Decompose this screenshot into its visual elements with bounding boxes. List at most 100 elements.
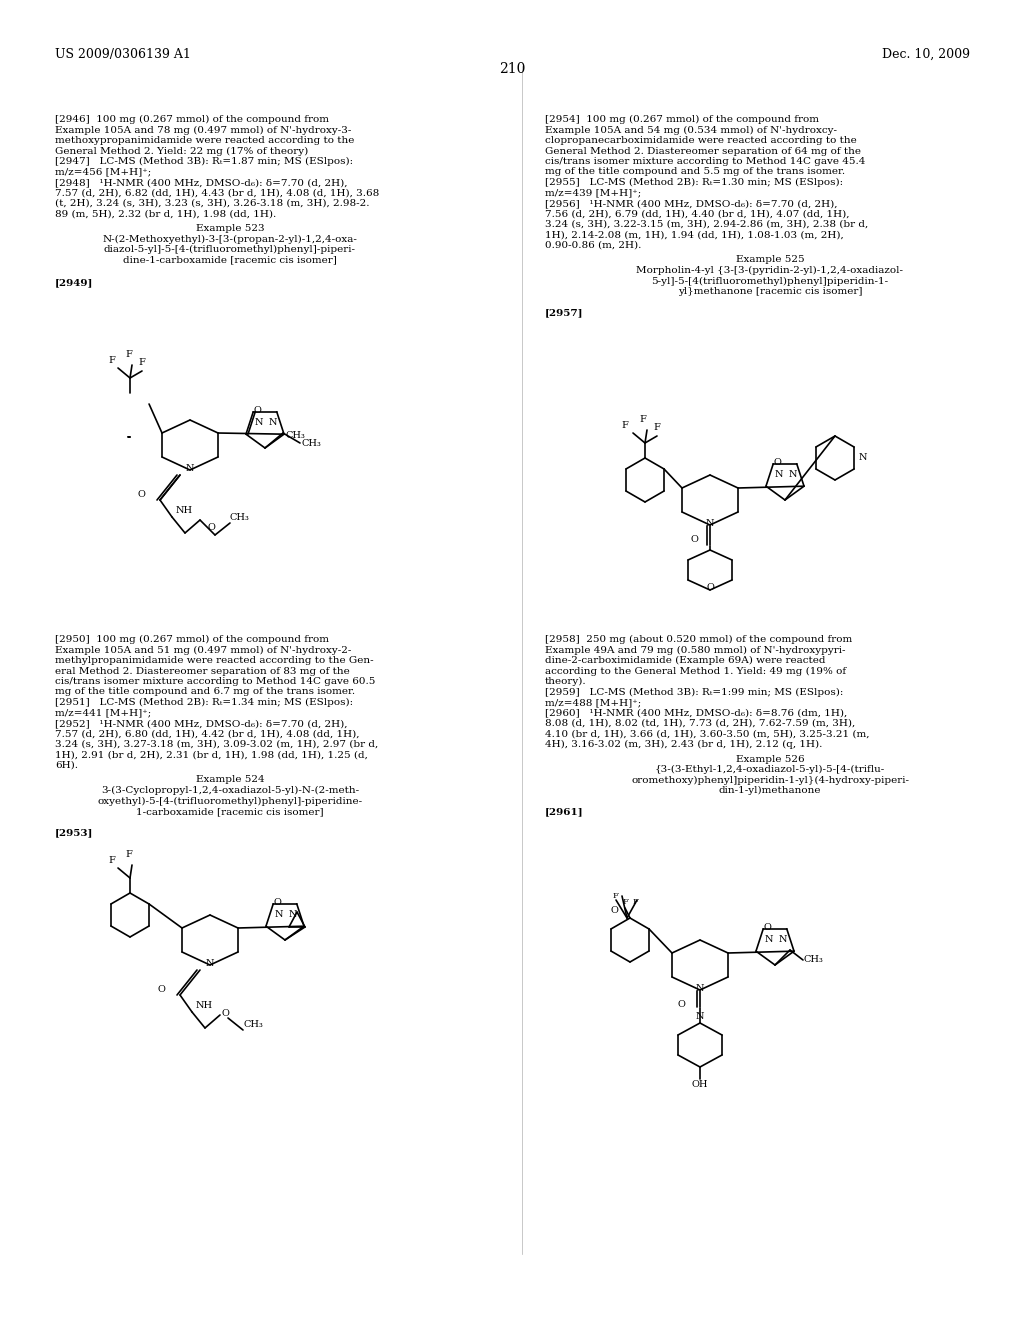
Text: din-1-yl)methanone: din-1-yl)methanone <box>719 785 821 795</box>
Text: N: N <box>706 519 715 528</box>
Text: [2956]   ¹H-NMR (400 MHz, DMSO-d₆): δ=7.70 (d, 2H),: [2956] ¹H-NMR (400 MHz, DMSO-d₆): δ=7.70… <box>545 199 838 209</box>
Text: NH: NH <box>176 506 194 515</box>
Text: 3-(3-Cyclopropyl-1,2,4-oxadiazol-5-yl)-N-(2-meth-: 3-(3-Cyclopropyl-1,2,4-oxadiazol-5-yl)-N… <box>101 785 359 795</box>
Text: 4H), 3.16-3.02 (m, 3H), 2.43 (br d, 1H), 2.12 (q, 1H).: 4H), 3.16-3.02 (m, 3H), 2.43 (br d, 1H),… <box>545 741 822 750</box>
Text: N: N <box>255 418 263 426</box>
Text: dine-1-carboxamide [racemic cis isomer]: dine-1-carboxamide [racemic cis isomer] <box>123 256 337 264</box>
Text: Example 525: Example 525 <box>735 256 804 264</box>
Text: dine-2-carboximidamide (Example 69A) were reacted: dine-2-carboximidamide (Example 69A) wer… <box>545 656 825 665</box>
Text: General Method 2. Diastereomer separation of 64 mg of the: General Method 2. Diastereomer separatio… <box>545 147 861 156</box>
Text: Example 105A and 51 mg (0.497 mmol) of N'-hydroxy-2-: Example 105A and 51 mg (0.497 mmol) of N… <box>55 645 351 655</box>
Text: Example 49A and 79 mg (0.580 mmol) of N'-hydroxypyri-: Example 49A and 79 mg (0.580 mmol) of N'… <box>545 645 846 655</box>
Text: O: O <box>610 906 618 915</box>
Text: Example 523: Example 523 <box>196 224 264 234</box>
Text: F: F <box>109 855 116 865</box>
Text: 7.57 (d, 2H), 6.82 (dd, 1H), 4.43 (br d, 1H), 4.08 (d, 1H), 3.68: 7.57 (d, 2H), 6.82 (dd, 1H), 4.43 (br d,… <box>55 189 379 198</box>
Text: CH₃: CH₃ <box>285 432 305 440</box>
Text: [2960]   ¹H-NMR (400 MHz, DMSO-d₆): δ=8.76 (dm, 1H),: [2960] ¹H-NMR (400 MHz, DMSO-d₆): δ=8.76… <box>545 709 847 718</box>
Text: O: O <box>707 583 714 591</box>
Text: Example 105A and 54 mg (0.534 mmol) of N'-hydroxcy-: Example 105A and 54 mg (0.534 mmol) of N… <box>545 125 837 135</box>
Text: 0.90-0.86 (m, 2H).: 0.90-0.86 (m, 2H). <box>545 242 641 249</box>
Text: eral Method 2. Diastereomer separation of 83 mg of the: eral Method 2. Diastereomer separation o… <box>55 667 350 676</box>
Text: F: F <box>632 898 638 906</box>
Text: [2951]   LC-MS (Method 2B): Rₜ=1.34 min; MS (ESlpos):: [2951] LC-MS (Method 2B): Rₜ=1.34 min; M… <box>55 698 353 708</box>
Text: cis/trans isomer mixture according to Method 14C gave 60.5: cis/trans isomer mixture according to Me… <box>55 677 376 686</box>
Text: 1H), 2.14-2.08 (m, 1H), 1.94 (dd, 1H), 1.08-1.03 (m, 2H),: 1H), 2.14-2.08 (m, 1H), 1.94 (dd, 1H), 1… <box>545 231 844 239</box>
Text: O: O <box>253 407 261 414</box>
Text: [2954]  100 mg (0.267 mmol) of the compound from: [2954] 100 mg (0.267 mmol) of the compou… <box>545 115 819 124</box>
Text: yl}methanone [racemic cis isomer]: yl}methanone [racemic cis isomer] <box>678 286 862 296</box>
Text: methoxypropanimidamide were reacted according to the: methoxypropanimidamide were reacted acco… <box>55 136 354 145</box>
Text: O: O <box>773 458 781 467</box>
Text: F: F <box>125 850 132 859</box>
Text: theory).: theory). <box>545 677 587 686</box>
Text: 1H), 2.91 (br d, 2H), 2.31 (br d, 1H), 1.98 (dd, 1H), 1.25 (d,: 1H), 2.91 (br d, 2H), 2.31 (br d, 1H), 1… <box>55 751 368 759</box>
Text: N: N <box>775 470 783 479</box>
Text: methylpropanimidamide were reacted according to the Gen-: methylpropanimidamide were reacted accor… <box>55 656 374 665</box>
Text: NH: NH <box>196 1001 213 1010</box>
Text: N: N <box>185 465 195 473</box>
Text: CH₃: CH₃ <box>243 1020 263 1030</box>
Text: 210: 210 <box>499 62 525 77</box>
Text: O: O <box>221 1008 229 1018</box>
Text: F: F <box>622 898 628 906</box>
Text: N: N <box>695 983 705 993</box>
Text: [2957]: [2957] <box>545 308 584 317</box>
Text: US 2009/0306139 A1: US 2009/0306139 A1 <box>55 48 190 61</box>
Text: F: F <box>612 892 617 900</box>
Text: 7.57 (d, 2H), 6.80 (dd, 1H), 4.42 (br d, 1H), 4.08 (dd, 1H),: 7.57 (d, 2H), 6.80 (dd, 1H), 4.42 (br d,… <box>55 730 359 738</box>
Text: CH₃: CH₃ <box>804 954 824 964</box>
Text: 1-carboxamide [racemic cis isomer]: 1-carboxamide [racemic cis isomer] <box>136 807 324 816</box>
Text: [2953]: [2953] <box>55 828 93 837</box>
Text: [2955]   LC-MS (Method 2B): Rₜ=1.30 min; MS (ESlpos):: [2955] LC-MS (Method 2B): Rₜ=1.30 min; M… <box>545 178 843 187</box>
Text: N: N <box>289 909 297 919</box>
Text: F: F <box>653 422 659 432</box>
Text: oxyethyl)-5-[4-(trifluoromethyl)phenyl]-piperidine-: oxyethyl)-5-[4-(trifluoromethyl)phenyl]-… <box>97 796 362 805</box>
Text: O: O <box>137 490 145 499</box>
Text: O: O <box>763 923 771 932</box>
Text: [2958]  250 mg (about 0.520 mmol) of the compound from: [2958] 250 mg (about 0.520 mmol) of the … <box>545 635 852 644</box>
Text: 7.56 (d, 2H), 6.79 (dd, 1H), 4.40 (br d, 1H), 4.07 (dd, 1H),: 7.56 (d, 2H), 6.79 (dd, 1H), 4.40 (br d,… <box>545 210 850 219</box>
Text: N: N <box>268 418 278 426</box>
Text: O: O <box>157 985 165 994</box>
Text: 6H).: 6H). <box>55 762 78 770</box>
Text: F: F <box>138 358 144 367</box>
Text: N: N <box>859 454 867 462</box>
Text: N: N <box>274 909 284 919</box>
Text: oromethoxy)phenyl]piperidin-1-yl}(4-hydroxy-piperi-: oromethoxy)phenyl]piperidin-1-yl}(4-hydr… <box>631 776 909 784</box>
Text: 89 (m, 5H), 2.32 (br d, 1H), 1.98 (dd, 1H).: 89 (m, 5H), 2.32 (br d, 1H), 1.98 (dd, 1… <box>55 210 276 219</box>
Text: Example 526: Example 526 <box>735 755 804 763</box>
Text: Dec. 10, 2009: Dec. 10, 2009 <box>882 48 970 61</box>
Text: [2946]  100 mg (0.267 mmol) of the compound from: [2946] 100 mg (0.267 mmol) of the compou… <box>55 115 329 124</box>
Text: O: O <box>273 898 281 907</box>
Text: N: N <box>788 470 798 479</box>
Text: clopropanecarboximidamide were reacted according to the: clopropanecarboximidamide were reacted a… <box>545 136 857 145</box>
Text: [2947]   LC-MS (Method 3B): Rₜ=1.87 min; MS (ESlpos):: [2947] LC-MS (Method 3B): Rₜ=1.87 min; M… <box>55 157 353 166</box>
Text: 3.24 (s, 3H), 3.27-3.18 (m, 3H), 3.09-3.02 (m, 1H), 2.97 (br d,: 3.24 (s, 3H), 3.27-3.18 (m, 3H), 3.09-3.… <box>55 741 378 748</box>
Text: diazol-5-yl]-5-[4-(trifluoromethyl)phenyl]-piperi-: diazol-5-yl]-5-[4-(trifluoromethyl)pheny… <box>104 246 356 255</box>
Text: 5-yl]-5-[4(trifluoromethyl)phenyl]piperidin-1-: 5-yl]-5-[4(trifluoromethyl)phenyl]piperi… <box>651 276 889 285</box>
Text: F: F <box>109 356 116 366</box>
Text: F: F <box>125 350 132 359</box>
Text: mg of the title compound and 6.7 mg of the trans isomer.: mg of the title compound and 6.7 mg of t… <box>55 688 355 697</box>
Text: [2959]   LC-MS (Method 3B): Rₜ=1:99 min; MS (ESlpos):: [2959] LC-MS (Method 3B): Rₜ=1:99 min; M… <box>545 688 844 697</box>
Text: 4.10 (br d, 1H), 3.66 (d, 1H), 3.60-3.50 (m, 5H), 3.25-3.21 (m,: 4.10 (br d, 1H), 3.66 (d, 1H), 3.60-3.50… <box>545 730 869 738</box>
Text: N: N <box>206 960 214 968</box>
Text: cis/trans isomer mixture according to Method 14C gave 45.4: cis/trans isomer mixture according to Me… <box>545 157 865 166</box>
Text: N-(2-Methoxyethyl)-3-[3-(propan-2-yl)-1,2,4-oxa-: N-(2-Methoxyethyl)-3-[3-(propan-2-yl)-1,… <box>102 235 357 244</box>
Text: O: O <box>690 535 698 544</box>
Text: General Method 2. Yield: 22 mg (17% of theory): General Method 2. Yield: 22 mg (17% of t… <box>55 147 308 156</box>
Text: (t, 2H), 3.24 (s, 3H), 3.23 (s, 3H), 3.26-3.18 (m, 3H), 2.98-2.: (t, 2H), 3.24 (s, 3H), 3.23 (s, 3H), 3.2… <box>55 199 370 209</box>
Text: N: N <box>765 935 773 944</box>
Text: [2948]   ¹H-NMR (400 MHz, DMSO-d₆): δ=7.70 (d, 2H),: [2948] ¹H-NMR (400 MHz, DMSO-d₆): δ=7.70… <box>55 178 347 187</box>
Text: CH₃: CH₃ <box>302 440 322 447</box>
Text: {3-(3-Ethyl-1,2,4-oxadiazol-5-yl)-5-[4-(triflu-: {3-(3-Ethyl-1,2,4-oxadiazol-5-yl)-5-[4-(… <box>655 766 885 774</box>
Text: N: N <box>778 935 787 944</box>
Text: O: O <box>677 1001 685 1008</box>
Text: 8.08 (d, 1H), 8.02 (td, 1H), 7.73 (d, 2H), 7.62-7.59 (m, 3H),: 8.08 (d, 1H), 8.02 (td, 1H), 7.73 (d, 2H… <box>545 719 855 729</box>
Text: [2961]: [2961] <box>545 807 584 816</box>
Text: Morpholin-4-yl {3-[3-(pyridin-2-yl)-1,2,4-oxadiazol-: Morpholin-4-yl {3-[3-(pyridin-2-yl)-1,2,… <box>637 267 903 275</box>
Text: m/z=456 [M+H]⁺;: m/z=456 [M+H]⁺; <box>55 168 152 177</box>
Text: [2952]   ¹H-NMR (400 MHz, DMSO-d₆): δ=7.70 (d, 2H),: [2952] ¹H-NMR (400 MHz, DMSO-d₆): δ=7.70… <box>55 719 347 729</box>
Text: [2950]  100 mg (0.267 mmol) of the compound from: [2950] 100 mg (0.267 mmol) of the compou… <box>55 635 329 644</box>
